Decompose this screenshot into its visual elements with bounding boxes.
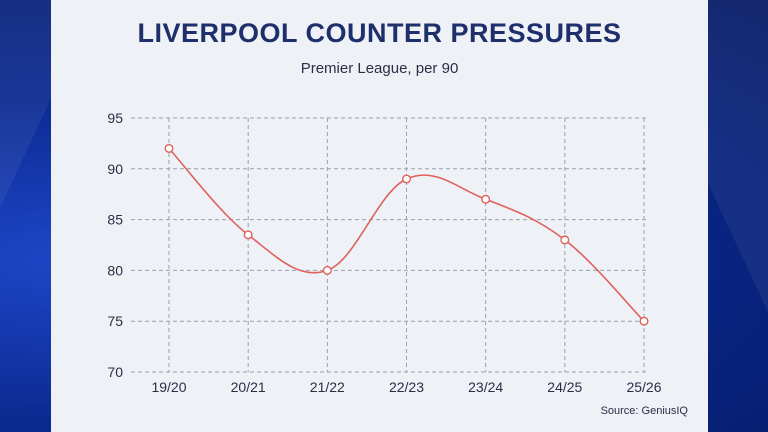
data-point-23-24: [481, 194, 491, 204]
data-point-19-20: [164, 143, 174, 153]
y-tick-label: 95: [107, 110, 123, 126]
x-tick-label: 20/21: [231, 379, 266, 395]
x-tick-label: 22/23: [389, 379, 424, 395]
data-point-21-22: [322, 265, 332, 275]
chart-panel: LIVERPOOL COUNTER PRESSURES Premier Leag…: [51, 0, 708, 432]
data-point-25-26: [639, 316, 649, 326]
y-tick-label: 90: [107, 161, 123, 177]
x-tick-label: 21/22: [310, 379, 345, 395]
y-tick-label: 70: [107, 364, 123, 380]
y-tick-label: 75: [107, 313, 123, 329]
y-tick-label: 80: [107, 262, 123, 278]
y-tick-label: 85: [107, 212, 123, 228]
line-chart: 70 75 80 85 90 95 19/20 20/21 21/22 22/23 23/24 24/…: [107, 110, 661, 395]
chart-subtitle: Premier League, per 90: [300, 60, 459, 77]
source-note: Source: GeniusIQ: [600, 405, 688, 417]
x-tick-label: 25/26: [626, 379, 661, 395]
chart-title: LIVERPOOL COUNTER PRESSURES: [137, 18, 622, 48]
data-point-22-23: [402, 174, 412, 184]
x-tick-label: 23/24: [468, 379, 503, 395]
x-tick-label: 24/25: [547, 379, 582, 395]
x-tick-label: 19/20: [151, 379, 186, 395]
data-point-20-21: [243, 230, 253, 240]
data-point-24-25: [560, 235, 570, 245]
